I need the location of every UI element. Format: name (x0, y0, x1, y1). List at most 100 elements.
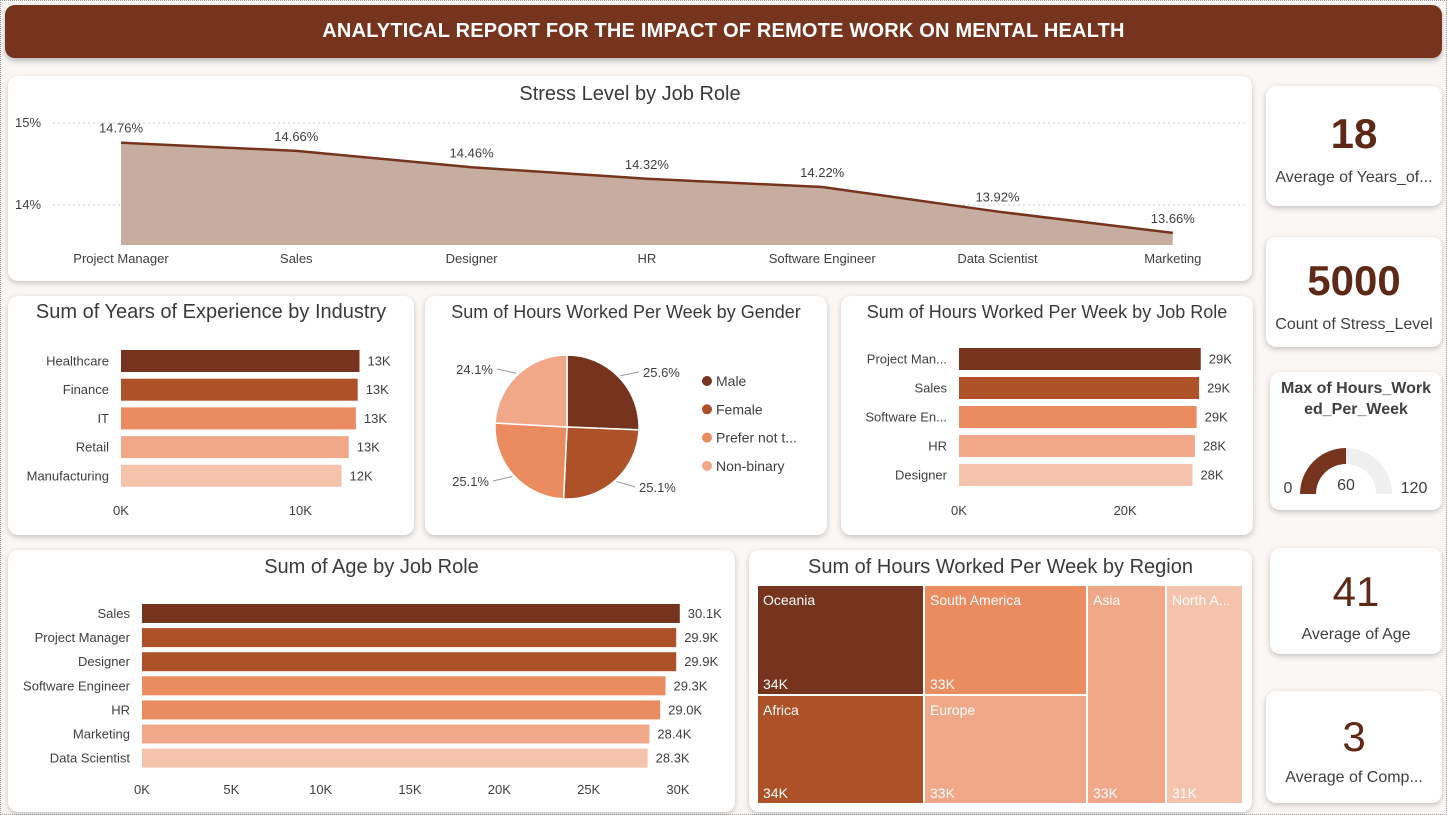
region-chart-title: Sum of Hours Worked Per Week by Region (808, 556, 1193, 578)
x-tick-label: 0K (134, 782, 150, 797)
data-label: 29.0K (668, 702, 702, 717)
category-label: Designer (78, 654, 131, 669)
age-bar-chart[interactable]: Sales 30.1K Project Manager 29.9K Designer 29… (8, 550, 735, 812)
legend-marker (702, 460, 712, 471)
kpi-label: Count of Stress_Level (1275, 316, 1433, 333)
treemap-cell-name: Oceania (763, 592, 816, 608)
data-label: 14.32% (625, 157, 670, 172)
data-label: 29K (1209, 352, 1232, 367)
bar (142, 724, 650, 744)
data-label: 28K (1200, 468, 1223, 483)
x-tick-label: Data Scientist (957, 251, 1038, 266)
x-tick-label: 10K (309, 782, 332, 797)
kpi-card-gauge[interactable]: Max of Hours_Worked_Per_Week 60 0 120 (1270, 372, 1442, 510)
data-label: 13K (364, 411, 387, 426)
y-tick-label: 14% (15, 197, 41, 212)
gender-chart-card[interactable]: Sum of Hours Worked Per Week by Gender 2… (425, 296, 827, 535)
treemap-cell-oceania[interactable]: Oceania 34K (757, 585, 924, 695)
data-label: 14.46% (450, 145, 495, 160)
hours-role-chart-title: Sum of Hours Worked Per Week by Job Role (866, 302, 1228, 322)
legend-marker (702, 376, 712, 386)
region-treemap[interactable]: Oceania 34K Africa 34K South America 33K… (757, 585, 1243, 804)
treemap-cell-name: Africa (763, 702, 799, 718)
data-label: 28K (1203, 439, 1226, 454)
category-label: HR (928, 439, 947, 454)
treemap-cell-value: 34K (763, 785, 788, 801)
data-label: 29K (1207, 381, 1230, 396)
data-label: 13K (367, 354, 390, 369)
bar (121, 464, 342, 487)
x-tick-label: Project Manager (73, 251, 169, 266)
data-label: 25.1% (452, 474, 489, 489)
kpi-card-age[interactable]: 41 Average of Age (1270, 548, 1442, 654)
x-tick-label: 15K (398, 782, 421, 797)
treemap-cell-north-america[interactable]: North A... 31K (1166, 585, 1243, 804)
category-label: Retail (76, 440, 109, 455)
y-tick-label: 15% (15, 115, 41, 130)
treemap-cell-name: South America (930, 592, 1022, 608)
kpi-card-comp[interactable]: 3 Average of Comp... (1266, 691, 1442, 803)
data-label: 13K (357, 440, 380, 455)
legend-label: Prefer not t... (716, 430, 797, 446)
age-chart-card[interactable]: Sum of Age by Job Role Sales 30.1K Project… (8, 550, 735, 812)
category-label: Software En... (865, 410, 947, 425)
data-label: 14.66% (274, 129, 319, 144)
treemap-cell-value: 33K (1093, 785, 1118, 801)
data-label: 28.3K (656, 751, 690, 766)
legend-marker (702, 432, 712, 443)
bar (142, 604, 680, 623)
data-label: 12K (350, 468, 373, 483)
experience-chart-card[interactable]: Sum of Years of Experience by Industry H… (8, 296, 414, 535)
category-label: Manufacturing (27, 468, 109, 483)
kpi-label: Average of Comp... (1285, 769, 1423, 786)
hours-role-bar-chart[interactable]: Project Man... 29K Sales 29K Software En... 2… (841, 296, 1253, 535)
report-title-banner: ANALYTICAL REPORT FOR THE IMPACT OF REMO… (5, 5, 1442, 58)
treemap-cell-value: 33K (930, 676, 955, 692)
leader-line (496, 368, 517, 374)
category-label: Healthcare (46, 354, 109, 369)
hours-role-chart-card[interactable]: Sum of Hours Worked Per Week by Job Role… (841, 296, 1253, 535)
kpi-value: 5000 (1307, 257, 1401, 304)
category-label: HR (111, 702, 130, 717)
legend-label: Male (716, 373, 747, 389)
bar (959, 435, 1195, 457)
bar (959, 464, 1193, 486)
pie-slice (566, 354, 640, 431)
bar (121, 407, 356, 430)
stress-chart-title: Stress Level by Job Role (519, 83, 741, 105)
kpi-value: 3 (1342, 713, 1366, 760)
gauge-chart[interactable]: 60 0 120 (1270, 372, 1442, 510)
pie-slice (494, 354, 568, 428)
category-label: Finance (63, 382, 109, 397)
stress-chart-card[interactable]: Stress Level by Job Role 15% 14% 14.76% Pro… (8, 76, 1252, 281)
kpi-label: Average of Age (1301, 626, 1411, 643)
data-label: 28.4K (657, 727, 691, 742)
bar (959, 348, 1201, 370)
category-label: IT (97, 411, 109, 426)
gender-pie-chart[interactable]: 25.6% 25.1% 25.1% 24.1% Male Female Prefer not… (425, 296, 827, 535)
category-label: Marketing (73, 727, 130, 742)
treemap-cell-asia[interactable]: Asia 33K (1087, 585, 1166, 804)
bar (142, 628, 677, 648)
x-tick-label: 20K (488, 782, 511, 797)
kpi-card-count[interactable]: 5000 Count of Stress_Level (1266, 237, 1442, 347)
region-chart-card[interactable]: Sum of Hours Worked Per Week by Region O… (749, 550, 1252, 812)
treemap-cell-europe[interactable]: Europe 33K (924, 695, 1087, 804)
treemap-cell-name: Asia (1093, 592, 1121, 608)
treemap-cell-name: North A... (1172, 592, 1231, 608)
treemap-cell-south-america[interactable]: South America 33K (924, 585, 1087, 695)
x-tick-label: 0K (951, 503, 967, 518)
category-label: Designer (895, 468, 948, 483)
kpi-value: 41 (1332, 568, 1380, 615)
treemap-cell-africa[interactable]: Africa 34K (757, 695, 924, 804)
gauge-fill (1300, 448, 1346, 494)
x-tick-label: Designer (446, 251, 499, 266)
bar (142, 676, 666, 696)
gauge-min-label: 0 (1284, 480, 1293, 497)
data-label: 30.1K (688, 606, 722, 621)
kpi-card-years[interactable]: 18 Average of Years_of... (1266, 86, 1442, 206)
stress-area-chart[interactable]: 15% 14% 14.76% Project Manager 14.66% Sales 14… (8, 76, 1252, 281)
data-label: 25.1% (639, 480, 676, 495)
category-label: Data Scientist (50, 751, 131, 766)
experience-bar-chart[interactable]: Healthcare 13K Finance 13K IT 13K Retail 13K Man… (8, 296, 414, 535)
